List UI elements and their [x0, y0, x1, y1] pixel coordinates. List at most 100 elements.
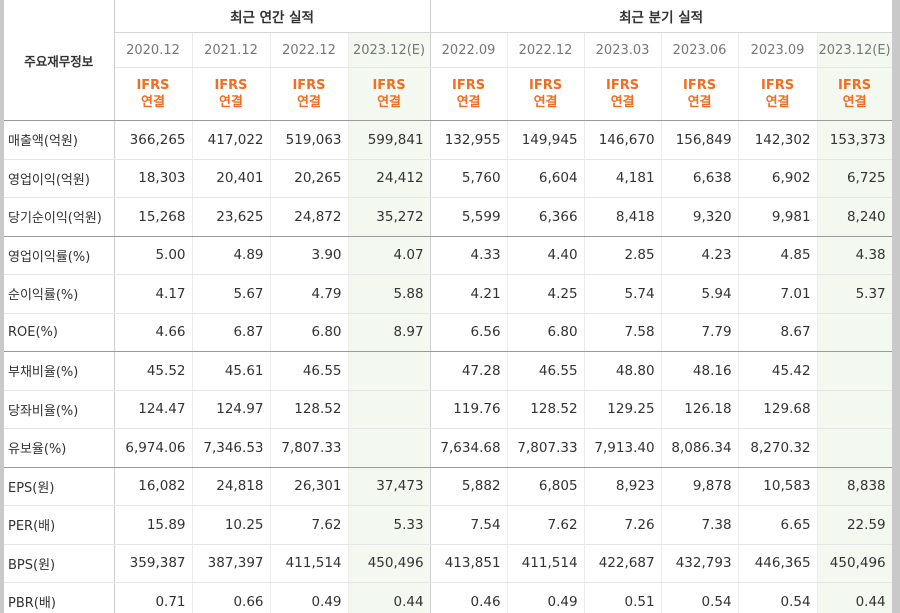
- value-cell: 4.79: [270, 274, 349, 314]
- row-label: 당기순이익(억원): [4, 197, 115, 237]
- value-cell: 18,303: [114, 159, 193, 198]
- value-cell: 519,063: [270, 120, 349, 160]
- value-cell: 22.59: [817, 505, 892, 545]
- value-cell: [817, 390, 892, 429]
- ifrs-basis-header: IFRS 연결: [584, 67, 662, 121]
- value-cell: 7.38: [661, 505, 739, 545]
- value-cell: 7.62: [507, 505, 585, 545]
- value-cell: 45.42: [738, 351, 818, 391]
- value-cell: 7,913.40: [584, 428, 662, 468]
- table-row: 순이익률(%) 4.17 5.67 4.79 5.88 4.21 4.25 5.74 5.94 7…: [4, 274, 892, 314]
- table-row: PER(배) 15.89 10.25 7.62 5.33 7.54 7.62 7.26 7.38…: [4, 505, 892, 545]
- value-cell: [348, 351, 431, 391]
- value-cell: 0.54: [661, 582, 739, 613]
- value-cell: 5.74: [584, 274, 662, 314]
- value-cell: 0.46: [430, 582, 508, 613]
- value-cell: 7.54: [430, 505, 508, 545]
- value-cell: 4.38: [817, 236, 892, 275]
- ifrs-basis-header: IFRS 연결: [348, 67, 431, 121]
- value-cell: 7.79: [661, 313, 739, 352]
- row-label: BPS(원): [4, 544, 115, 583]
- row-label: 당좌비율(%): [4, 390, 115, 429]
- value-cell: 6,725: [817, 159, 892, 198]
- value-cell: 45.61: [192, 351, 271, 391]
- value-cell: [817, 428, 892, 468]
- value-cell: 0.44: [348, 582, 431, 613]
- value-cell: 37,473: [348, 467, 431, 506]
- row-label: 매출액(억원): [4, 120, 115, 160]
- value-cell: 7.01: [738, 274, 818, 314]
- value-cell: 8.97: [348, 313, 431, 352]
- table-row: BPS(원) 359,387 387,397 411,514 450,496 413,85…: [4, 544, 892, 583]
- value-cell: 26,301: [270, 467, 349, 506]
- value-cell: 126.18: [661, 390, 739, 429]
- accounting-standard: IFRS: [606, 78, 640, 93]
- ifrs-basis-header: IFRS 연결: [114, 67, 193, 121]
- value-cell: 5,882: [430, 467, 508, 506]
- table-row: 당좌비율(%) 124.47 124.97 128.52 119.76 128.52 129…: [4, 390, 892, 429]
- consolidation-basis: 연결: [377, 95, 401, 110]
- value-cell: 5.88: [348, 274, 431, 314]
- value-cell: 5.67: [192, 274, 271, 314]
- table-row: 매출액(억원) 366,265 417,022 519,063 599,841 132,9…: [4, 120, 892, 160]
- ifrs-basis-header: IFRS 연결: [817, 67, 892, 121]
- value-cell: 6.80: [507, 313, 585, 352]
- value-cell: 142,302: [738, 120, 818, 160]
- value-cell: 8,838: [817, 467, 892, 506]
- value-cell: 8,418: [584, 197, 662, 237]
- value-cell: 24,818: [192, 467, 271, 506]
- value-cell: 387,397: [192, 544, 271, 583]
- accounting-standard: IFRS: [452, 78, 486, 93]
- row-label: PER(배): [4, 505, 115, 545]
- value-cell: 0.44: [817, 582, 892, 613]
- value-cell: 5.94: [661, 274, 739, 314]
- value-cell: [817, 351, 892, 391]
- value-cell: 5,599: [430, 197, 508, 237]
- row-label: 순이익률(%): [4, 274, 115, 314]
- ifrs-basis-header: IFRS 연결: [738, 67, 818, 121]
- value-cell: 359,387: [114, 544, 193, 583]
- value-cell: 422,687: [584, 544, 662, 583]
- value-cell: 128.52: [270, 390, 349, 429]
- value-cell: 20,265: [270, 159, 349, 198]
- value-cell: 8,240: [817, 197, 892, 237]
- period-header: 2023.09: [738, 32, 818, 68]
- value-cell: 132,955: [430, 120, 508, 160]
- table-row: 부채비율(%) 45.52 45.61 46.55 47.28 46.55 48.80 48.…: [4, 351, 892, 391]
- value-cell: 153,373: [817, 120, 892, 160]
- quarter-group-header: 최근 분기 실적: [430, 0, 892, 33]
- value-cell: [348, 390, 431, 429]
- annual-group-header: 최근 연간 실적: [114, 0, 431, 33]
- value-cell: 411,514: [270, 544, 349, 583]
- value-cell: 6.56: [430, 313, 508, 352]
- accounting-standard: IFRS: [214, 78, 248, 93]
- consolidation-basis: 연결: [297, 95, 321, 110]
- value-cell: 7.58: [584, 313, 662, 352]
- table-row: 영업이익(억원) 18,303 20,401 20,265 24,412 5,760 6,6…: [4, 159, 892, 198]
- value-cell: 6,902: [738, 159, 818, 198]
- value-cell: 450,496: [348, 544, 431, 583]
- period-header: 2020.12: [114, 32, 193, 68]
- value-cell: 9,981: [738, 197, 818, 237]
- row-label: 영업이익(억원): [4, 159, 115, 198]
- value-cell: 4,181: [584, 159, 662, 198]
- ifrs-basis-header: IFRS 연결: [192, 67, 271, 121]
- period-header: 2023.12(E): [348, 32, 431, 68]
- value-cell: 8,923: [584, 467, 662, 506]
- value-cell: 46.55: [270, 351, 349, 391]
- value-cell: 432,793: [661, 544, 739, 583]
- value-cell: 5.33: [348, 505, 431, 545]
- value-cell: 129.25: [584, 390, 662, 429]
- table-row: PBR(배) 0.71 0.66 0.49 0.44 0.46 0.49 0.51 0.54 0.…: [4, 582, 892, 613]
- value-cell: 417,022: [192, 120, 271, 160]
- value-cell: 4.23: [661, 236, 739, 275]
- accounting-standard: IFRS: [529, 78, 563, 93]
- value-cell: 24,412: [348, 159, 431, 198]
- consolidation-basis: 연결: [610, 95, 635, 110]
- value-cell: 128.52: [507, 390, 585, 429]
- value-cell: 7.26: [584, 505, 662, 545]
- period-header: 2022.12: [270, 32, 349, 68]
- accounting-standard: IFRS: [761, 78, 795, 93]
- value-cell: 10.25: [192, 505, 271, 545]
- value-cell: 46.55: [507, 351, 585, 391]
